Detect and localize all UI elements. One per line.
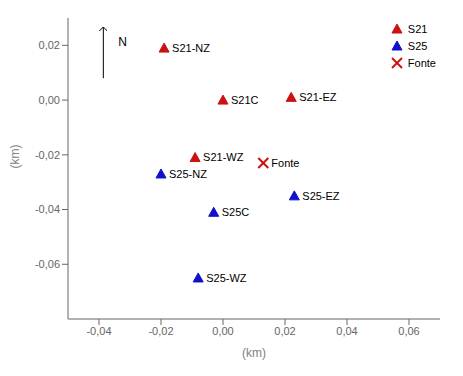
svg-text:N: N [118,35,127,49]
svg-text:0,02: 0,02 [274,325,295,337]
svg-text:S21C: S21C [231,94,259,106]
svg-text:S25-EZ: S25-EZ [302,190,340,202]
svg-text:(km): (km) [8,145,22,169]
html-text:S25: S25 [407,39,428,52]
svg-text:S21-EZ: S21-EZ [299,91,337,103]
svg-text:S25-NZ: S25-NZ [169,168,207,180]
svg-text:S21-WZ: S21-WZ [203,151,244,163]
svg-text:-0,02: -0,02 [148,325,173,337]
svg-text:0,00: 0,00 [212,325,233,337]
svg-text:S21-NZ: S21-NZ [172,42,210,54]
svg-text:-0,04: -0,04 [86,325,111,337]
html-text:S21: S21 [407,22,428,35]
svg-text:0,04: 0,04 [336,325,357,337]
svg-text:S25C: S25C [222,206,250,218]
svg-text:0,02: 0,02 [39,39,60,51]
svg-text:-0,04: -0,04 [35,203,60,215]
svg-text:S25-WZ: S25-WZ [206,272,247,284]
svg-text:Fonte: Fonte [271,157,299,169]
html-text:Fonte: Fonte [407,56,436,69]
svg-text:-0,02: -0,02 [35,149,60,161]
svg-text:-0,06: -0,06 [35,258,60,270]
svg-text:0,06: 0,06 [398,325,419,337]
svg-text:(km): (km) [242,346,266,360]
svg-text:0,00: 0,00 [39,94,60,106]
